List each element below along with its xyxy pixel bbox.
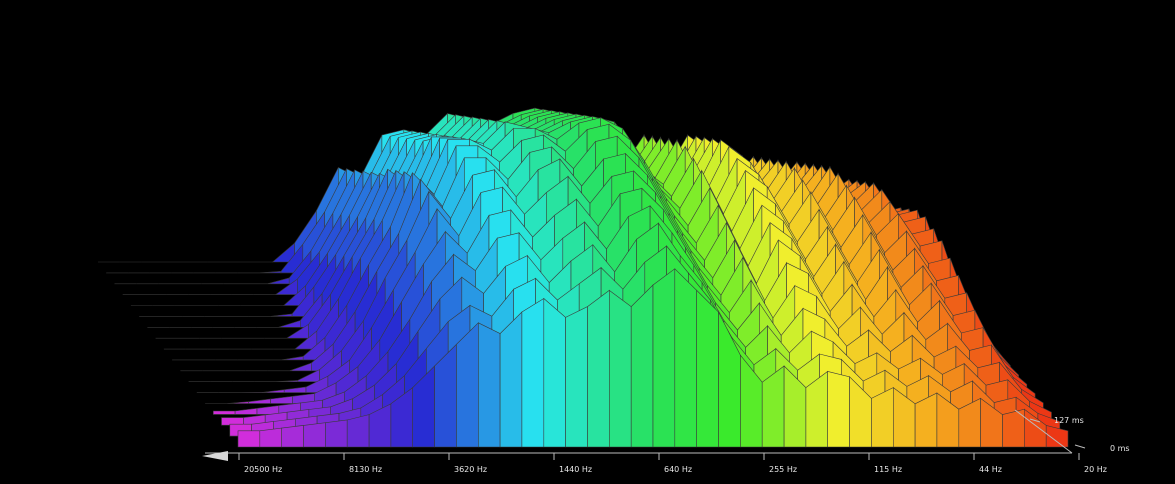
surface-cell — [477, 322, 501, 448]
surface-cell — [1045, 425, 1069, 448]
surface-cell — [281, 356, 304, 361]
z-tick-label: 0 ms — [1110, 444, 1130, 453]
x-tick-label: 44 Hz — [979, 465, 1002, 474]
surface-cell — [237, 430, 261, 448]
x-tick-label: 255 Hz — [769, 465, 797, 474]
surface-cell — [248, 398, 271, 404]
surface-cell — [267, 277, 290, 285]
surface-cell — [234, 407, 258, 415]
surface-cell — [270, 395, 293, 404]
surface-cell — [456, 322, 479, 448]
depth-axis-line — [1014, 409, 1073, 454]
surface-cell — [278, 320, 301, 328]
surface-cell — [256, 405, 280, 415]
surface-cell — [346, 414, 370, 448]
surface-cell — [543, 297, 566, 448]
z-tick-mark — [1074, 444, 1086, 449]
surface-cell — [289, 362, 312, 372]
x-tick-label: 20500 Hz — [244, 465, 282, 474]
surface-cell — [213, 410, 236, 415]
z-tick-group: 127 ms 0 ms — [1029, 416, 1130, 453]
x-tick-label: 8130 Hz — [349, 465, 382, 474]
x-tick-label: 3620 Hz — [454, 465, 487, 474]
surface-cell — [270, 313, 293, 317]
axes-layer: 20500 Hz 8130 Hz 3620 Hz 1440 Hz 640 Hz 255 H… — [202, 409, 1130, 474]
surface-cell — [283, 386, 307, 393]
slice-0 — [237, 268, 1069, 448]
x-tick-label: 20 Hz — [1084, 465, 1107, 474]
surface-cell — [521, 297, 545, 448]
surface-cell — [261, 389, 285, 393]
axis-arrow-icon — [202, 451, 228, 461]
x-tick-label: 1440 Hz — [559, 465, 592, 474]
surface-cell — [871, 387, 894, 448]
surface-cell — [565, 306, 588, 448]
surface-cell — [499, 311, 523, 448]
surface-cell — [226, 401, 249, 404]
surface-cell — [281, 425, 304, 448]
surface-cell — [652, 268, 676, 448]
surface-cell — [259, 427, 283, 448]
surface-layer — [98, 107, 1069, 448]
surface-cell — [297, 369, 320, 383]
surface-cell — [630, 284, 654, 448]
surface-cell — [325, 419, 348, 448]
surface-cell — [608, 289, 632, 448]
x-tick-group: 20500 Hz 8130 Hz 3620 Hz 1440 Hz 640 Hz 255 H… — [238, 453, 1107, 474]
surface-cell — [587, 289, 610, 448]
x-tick-label: 115 Hz — [874, 465, 902, 474]
surface-cell — [275, 380, 299, 383]
surface-cell — [303, 422, 326, 448]
z-tick-label: 127 ms — [1054, 416, 1084, 425]
surface-cell — [259, 270, 282, 274]
surface-cell — [674, 268, 698, 448]
x-tick-label: 640 Hz — [664, 465, 692, 474]
surface-cell — [696, 289, 719, 448]
surface-cell — [827, 371, 850, 448]
z-tick-mark — [1029, 418, 1041, 423]
